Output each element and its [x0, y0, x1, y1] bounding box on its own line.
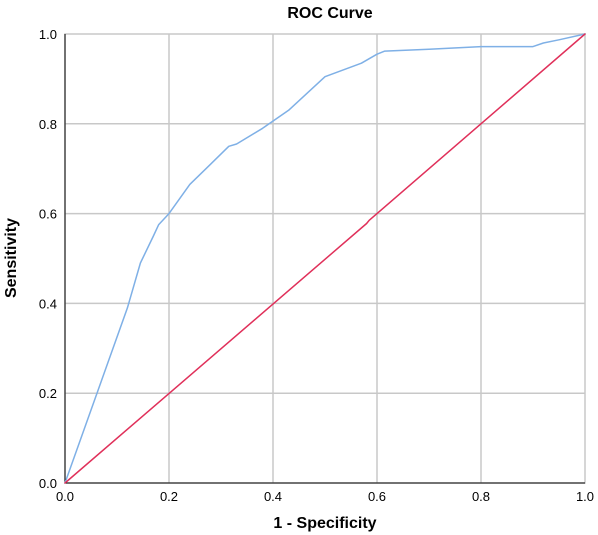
chart-title: ROC Curve	[287, 5, 372, 22]
tick-labels: 0.0 0.2 0.4 0.6 0.8 1.0 0.0 0.2 0.4 0.6 0.8 1.0	[39, 27, 594, 504]
x-tick-label: 0.4	[264, 489, 282, 504]
x-tick-label: 0.6	[368, 489, 386, 504]
x-tick-label: 0.0	[56, 489, 74, 504]
y-tick-label: 0.6	[39, 207, 57, 222]
reference-line	[64, 33, 586, 484]
x-axis-label: 1 - Specificity	[273, 515, 376, 532]
roc-curve-line	[64, 33, 586, 484]
y-tick-label: 0.2	[39, 386, 57, 401]
series	[64, 33, 586, 484]
y-tick-label: 1.0	[39, 27, 57, 42]
x-tick-label: 1.0	[576, 489, 594, 504]
y-tick-label: 0.4	[39, 296, 57, 311]
y-tick-label: 0.0	[39, 476, 57, 491]
grid	[65, 34, 585, 483]
x-tick-label: 0.2	[160, 489, 178, 504]
x-tick-label: 0.8	[472, 489, 490, 504]
y-tick-label: 0.8	[39, 117, 57, 132]
y-axis-label: Sensitivity	[3, 218, 20, 298]
